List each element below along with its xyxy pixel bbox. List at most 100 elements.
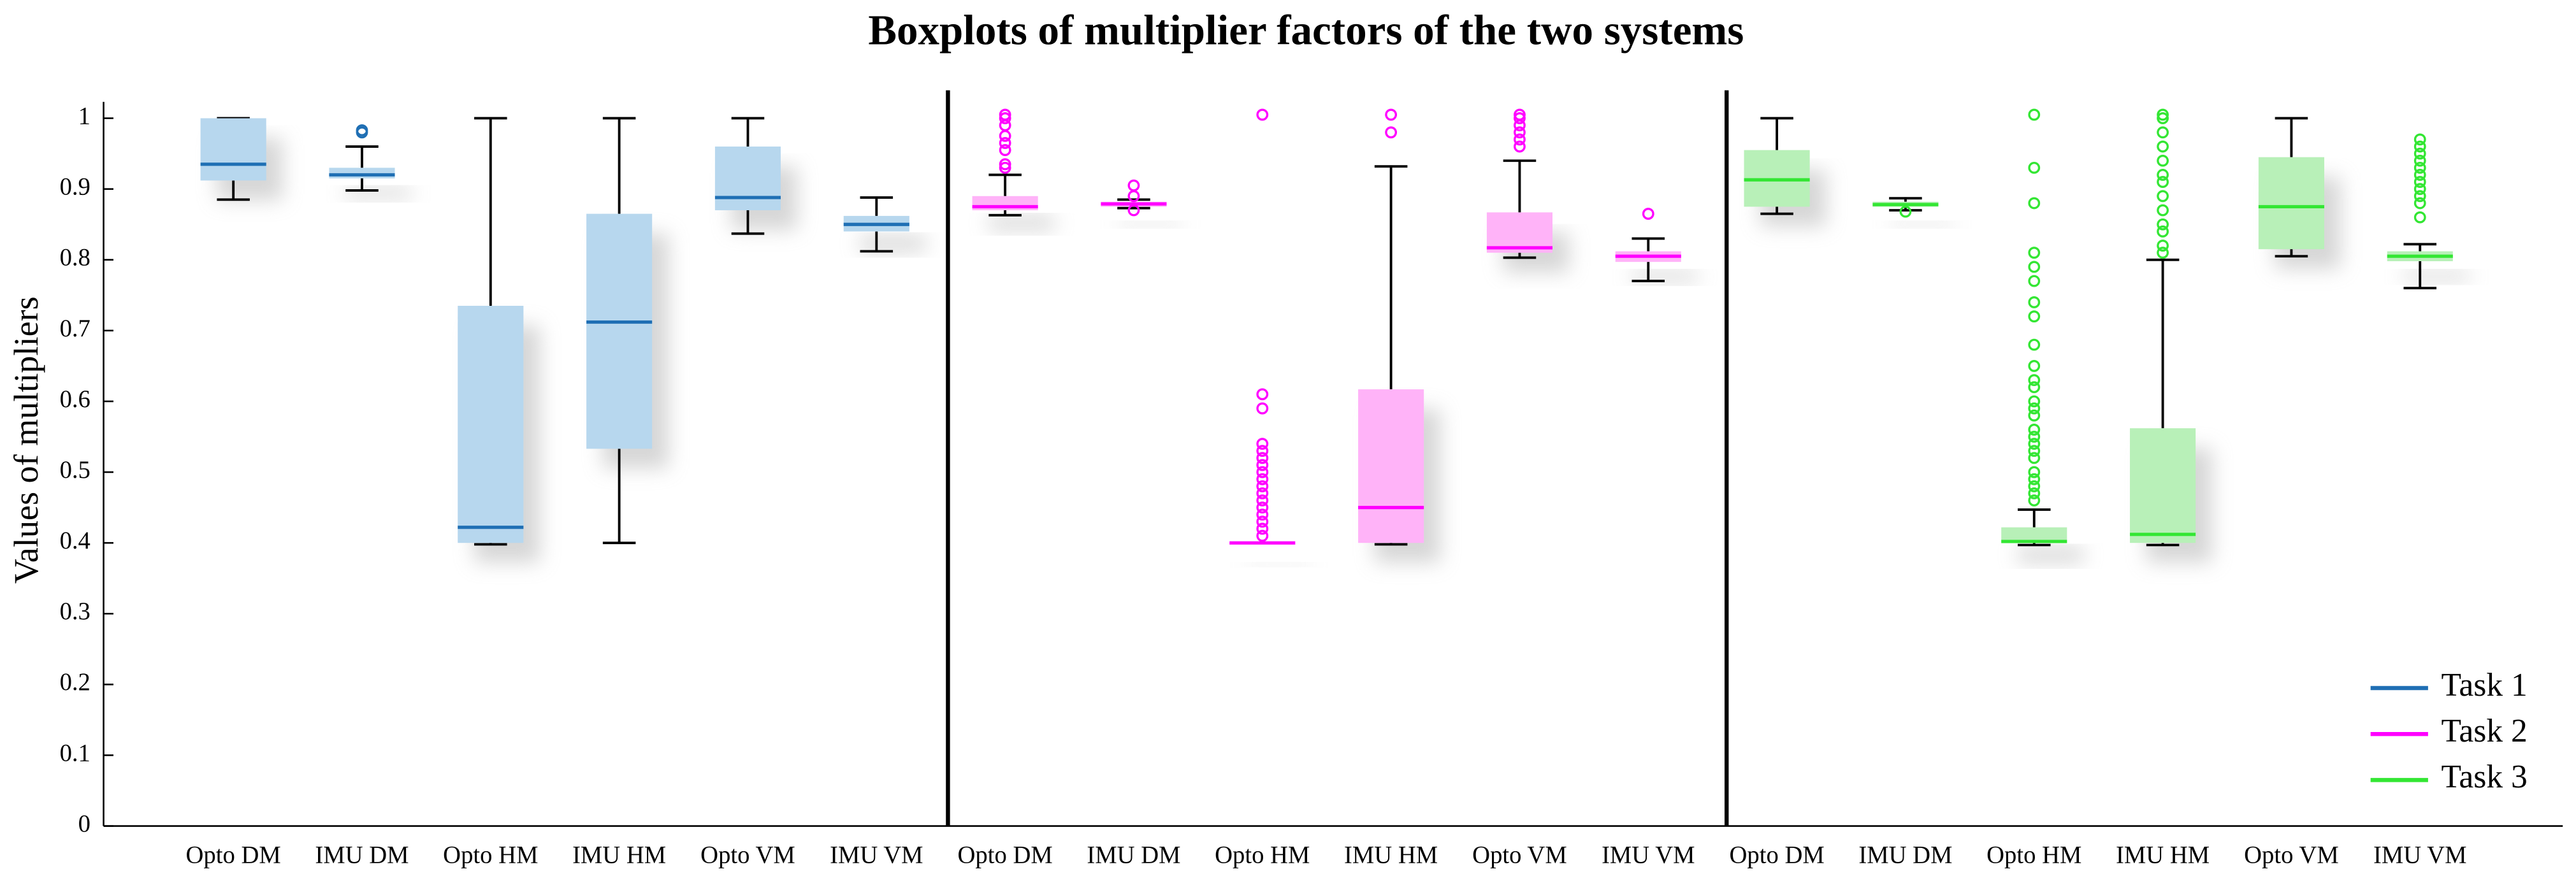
outlier xyxy=(1256,480,1269,492)
outlier xyxy=(2157,190,2169,203)
legend-label: Task 3 xyxy=(2442,759,2528,795)
outlier xyxy=(2028,431,2041,443)
outlier xyxy=(1514,108,1526,121)
outlier xyxy=(2157,240,2169,252)
outlier xyxy=(999,112,1011,124)
x-tick-label: Opto DM xyxy=(186,842,281,868)
outlier xyxy=(1385,108,1398,121)
outlier xyxy=(2413,183,2426,196)
legend-label: Task 1 xyxy=(2442,667,2528,703)
x-tick-label: IMU VM xyxy=(2373,842,2466,868)
y-tick-label: 0.4 xyxy=(60,528,90,554)
outlier xyxy=(2157,247,2169,259)
outlier xyxy=(1514,140,1526,153)
outlier xyxy=(1256,466,1269,478)
outlier xyxy=(1256,529,1269,542)
outlier xyxy=(2028,473,2041,485)
outlier xyxy=(999,144,1011,156)
x-tick-label: IMU HM xyxy=(1344,842,1438,868)
box-shadow xyxy=(1117,221,1183,227)
x-tick-label: Opto HM xyxy=(1986,842,2081,868)
outlier xyxy=(2157,126,2169,139)
x-tick-label: Opto VM xyxy=(1472,842,1567,868)
outlier xyxy=(2413,176,2426,188)
x-tick-label: IMU HM xyxy=(2116,842,2210,868)
outlier xyxy=(2028,438,2041,450)
box-shadow xyxy=(2403,271,2470,281)
outlier xyxy=(356,124,368,136)
outlier xyxy=(999,108,1011,121)
outlier xyxy=(2157,154,2169,167)
outlier xyxy=(1256,388,1269,401)
outlier xyxy=(2413,154,2426,167)
x-tick-label: Opto HM xyxy=(443,842,538,868)
x-tick-label: IMU DM xyxy=(315,842,409,868)
y-tick-label: 0.3 xyxy=(60,598,90,625)
x-tick-label: Opto DM xyxy=(1729,842,1824,868)
outlier xyxy=(1514,112,1526,124)
outlier xyxy=(2028,452,2041,464)
y-tick-label: 0.1 xyxy=(60,740,90,766)
y-tick-label: 0.6 xyxy=(60,386,90,413)
outlier xyxy=(2028,161,2041,174)
x-tick-label: Opto DM xyxy=(957,842,1052,868)
outlier xyxy=(2028,409,2041,422)
outlier xyxy=(2028,360,2041,372)
y-axis-label: Values of multipliers xyxy=(7,296,45,584)
x-tick-label: IMU VM xyxy=(830,842,923,868)
outlier xyxy=(1256,438,1269,450)
outlier xyxy=(2028,261,2041,273)
outlier xyxy=(1256,445,1269,457)
x-tick-label: Opto HM xyxy=(1215,842,1310,868)
x-tick-label: IMU VM xyxy=(1602,842,1695,868)
outlier xyxy=(2157,218,2169,231)
outlier xyxy=(1256,494,1269,506)
box xyxy=(329,168,395,179)
outlier xyxy=(2028,402,2041,415)
outlier xyxy=(2413,133,2426,146)
outlier xyxy=(999,137,1011,149)
box-shadow xyxy=(988,215,1055,230)
outlier xyxy=(1256,473,1269,485)
box-shadow xyxy=(1889,221,1955,227)
outlier xyxy=(2413,161,2426,174)
outlier xyxy=(2028,487,2041,499)
legend-label: Task 2 xyxy=(2442,713,2528,749)
outlier xyxy=(2028,247,2041,259)
box xyxy=(2258,157,2324,250)
outlier xyxy=(2028,275,2041,287)
box-shadow xyxy=(345,187,412,198)
outlier xyxy=(1514,133,1526,146)
outlier xyxy=(1385,126,1398,139)
outlier xyxy=(2028,381,2041,394)
outlier xyxy=(1127,204,1140,217)
outlier xyxy=(2028,424,2041,436)
box xyxy=(714,147,781,211)
outlier xyxy=(999,161,1011,174)
outlier xyxy=(1256,487,1269,499)
outlier xyxy=(2413,147,2426,160)
outlier xyxy=(1256,459,1269,471)
x-tick-label: Opto VM xyxy=(2244,842,2339,868)
outlier xyxy=(1642,208,1654,220)
outlier xyxy=(2157,112,2169,124)
outlier xyxy=(999,129,1011,142)
outlier xyxy=(1256,522,1269,535)
outlier xyxy=(2413,190,2426,203)
outlier xyxy=(2413,169,2426,181)
box-shadow xyxy=(860,235,926,252)
outlier xyxy=(2028,395,2041,408)
outlier xyxy=(2413,197,2426,210)
y-tick-label: 0.8 xyxy=(60,245,90,271)
outlier xyxy=(2028,466,2041,478)
outlier xyxy=(2413,211,2426,224)
outlier xyxy=(2028,197,2041,210)
outlier xyxy=(2157,169,2169,181)
chart-title: Boxplots of multiplier factors of the tw… xyxy=(868,7,1744,54)
outlier xyxy=(2028,480,2041,492)
outlier xyxy=(2157,225,2169,238)
outlier xyxy=(2028,374,2041,387)
y-tick-label: 0 xyxy=(78,810,90,837)
outlier xyxy=(2028,108,2041,121)
